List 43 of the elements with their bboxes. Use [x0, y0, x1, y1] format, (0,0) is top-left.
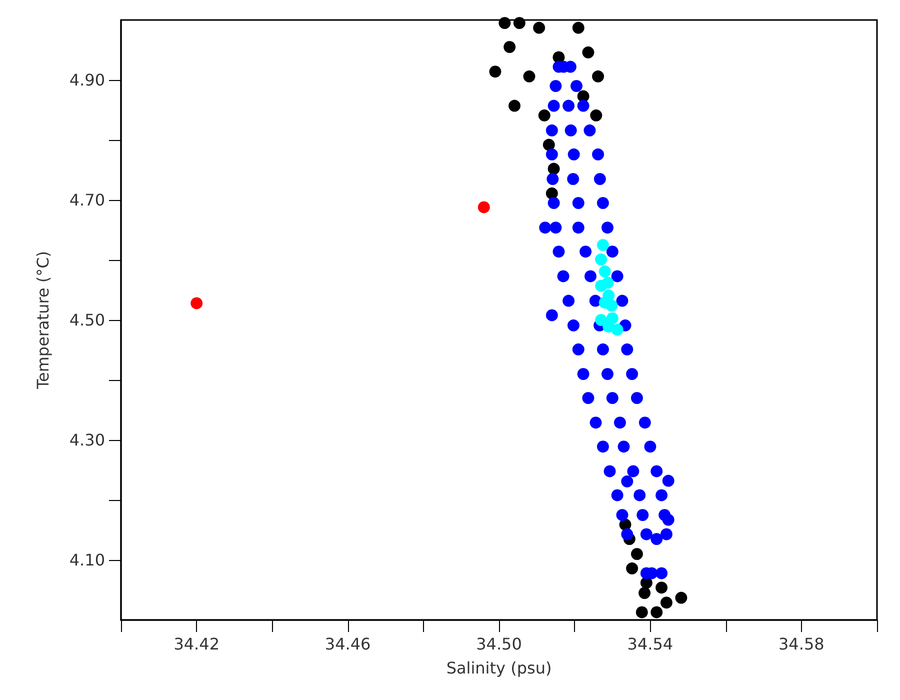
x-axis-title: Salinity (psu): [446, 658, 552, 678]
y-tick-label: 4.30: [69, 430, 105, 450]
point: [660, 596, 672, 609]
point: [498, 17, 511, 29]
point: [489, 66, 502, 78]
y-axis-title: Temperature (°C): [34, 250, 52, 390]
point: [630, 548, 643, 560]
x-tick-label: 34.42: [174, 634, 220, 654]
point: [598, 265, 611, 278]
point: [190, 297, 203, 310]
point: [675, 592, 688, 604]
point: [572, 22, 584, 34]
x-tick-label: 34.58: [778, 634, 824, 654]
point: [595, 280, 608, 292]
y-tick-label: 4.10: [69, 550, 105, 570]
point: [596, 239, 609, 251]
point: [636, 606, 648, 618]
point: [504, 41, 516, 53]
point: [548, 162, 560, 175]
point: [508, 100, 520, 112]
point: [513, 17, 526, 29]
point: [542, 138, 555, 151]
point: [638, 587, 651, 599]
point: [523, 70, 536, 82]
x-tick-label: 34.50: [476, 634, 522, 654]
point: [650, 606, 663, 618]
point: [595, 253, 608, 266]
y-tick-label: 4.50: [69, 310, 105, 330]
point: [602, 320, 615, 333]
x-tick-label: 34.54: [627, 634, 674, 654]
point: [590, 109, 602, 122]
point: [538, 109, 550, 122]
point: [595, 314, 608, 326]
point: [592, 70, 604, 82]
point: [478, 201, 490, 214]
x-tick-label: 34.46: [324, 634, 371, 654]
y-tick-label: 4.90: [69, 70, 105, 90]
point: [533, 22, 546, 34]
y-tick-label: 4.70: [69, 190, 105, 210]
point: [582, 46, 594, 58]
point: [606, 300, 618, 312]
point: [626, 562, 638, 574]
point: [656, 582, 668, 594]
